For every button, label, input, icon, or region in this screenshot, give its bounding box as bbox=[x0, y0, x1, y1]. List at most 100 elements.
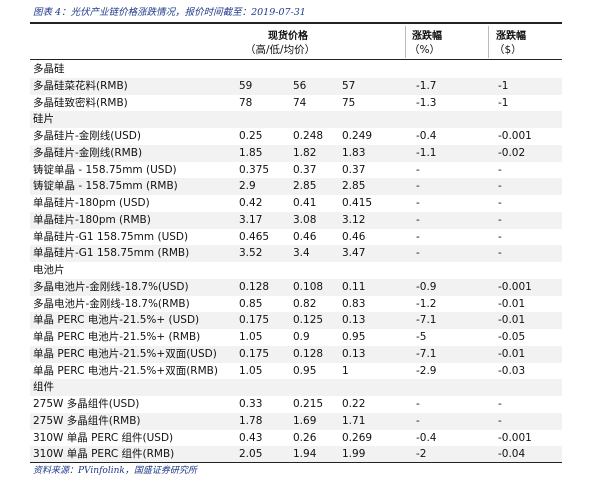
table-row: 310W 单晶 PERC 组件(USD) 0.43 0.26 0.269 -0.4 -0.… bbox=[30, 430, 562, 447]
table-row: 单晶 PERC 电池片-21.5%+ (RMB) 1.05 0.9 0.95 -5 -0.… bbox=[30, 329, 562, 346]
table-row: 单晶 PERC 电池片-21.5%+双面(RMB) 1.05 0.95 1 -2.9 -0… bbox=[30, 363, 562, 380]
section-row: 多晶硅 bbox=[30, 61, 562, 78]
change-pct-cell: -7.1 bbox=[416, 347, 437, 360]
change-pct-cell: - bbox=[416, 414, 420, 427]
low-price-cell: 0.26 bbox=[293, 431, 317, 444]
high-price-cell: 0.33 bbox=[239, 398, 263, 410]
change-pct-cell: - bbox=[416, 180, 420, 193]
change-pct-cell: - bbox=[416, 398, 420, 410]
change-pct-cell: - bbox=[416, 213, 420, 226]
avg-price-cell: 0.95 bbox=[342, 331, 366, 343]
product-name-cell: 275W 多晶组件(USD) bbox=[33, 398, 140, 410]
product-name-cell: 单晶 PERC 电池片-21.5%+ (USD) bbox=[33, 314, 200, 327]
change-pct-cell: -2 bbox=[416, 448, 427, 461]
product-name-cell: 多晶电池片-金刚线-18.7%(USD) bbox=[33, 280, 189, 293]
low-price-cell: 1.82 bbox=[293, 146, 317, 159]
header-separator bbox=[405, 26, 406, 58]
product-name-cell: 多晶硅菜花料(RMB) bbox=[33, 79, 128, 92]
low-price-cell: 0.128 bbox=[293, 347, 324, 360]
high-price-cell: 0.42 bbox=[239, 197, 263, 209]
low-price-cell: 0.125 bbox=[293, 314, 324, 327]
table-row: 单晶硅片-G1 158.75mm (RMB) 3.52 3.4 3.47 - - bbox=[30, 245, 562, 262]
low-price-cell: 0.82 bbox=[293, 297, 317, 310]
avg-price-cell: 57 bbox=[342, 79, 356, 92]
change-pct-cell: -0.4 bbox=[416, 431, 437, 444]
change-usd-cell: -1 bbox=[498, 96, 509, 109]
table-row: 多晶硅片-金刚线(RMB) 1.85 1.82 1.83 -1.1 -0.02 bbox=[30, 144, 562, 162]
high-price-cell: 0.43 bbox=[239, 431, 263, 444]
header-change-pct-unit: （%） bbox=[409, 44, 440, 56]
change-usd-cell: -0.01 bbox=[498, 314, 526, 327]
avg-price-cell: 0.37 bbox=[342, 163, 366, 176]
high-price-cell: 0.175 bbox=[239, 314, 270, 327]
table-row: 铸锭单晶 - 158.75mm (RMB) 2.9 2.85 2.85 - - bbox=[30, 178, 562, 195]
change-pct-cell: -2.9 bbox=[416, 364, 437, 377]
change-usd-cell: -0.01 bbox=[498, 347, 526, 360]
section-label: 硅片 bbox=[33, 113, 54, 126]
change-pct-cell: - bbox=[416, 163, 420, 176]
section-label: 多晶硅 bbox=[33, 63, 65, 75]
figure-caption: 图表 4：光伏产业链价格涨跌情况，报价时间截至：2019-07-31 bbox=[33, 7, 306, 18]
product-name-cell: 单晶 PERC 电池片-21.5%+双面(RMB) bbox=[33, 364, 218, 377]
change-usd-cell: - bbox=[498, 247, 502, 260]
change-pct-cell: -1.2 bbox=[416, 297, 437, 310]
change-usd-cell: -0.05 bbox=[498, 331, 526, 343]
table-row: 铸锭单晶 - 158.75mm (USD) 0.375 0.37 0.37 - - bbox=[30, 162, 562, 179]
product-name-cell: 多晶硅片-金刚线(RMB) bbox=[33, 146, 143, 159]
high-price-cell: 3.17 bbox=[239, 213, 263, 226]
high-price-cell: 2.05 bbox=[239, 448, 263, 461]
high-price-cell: 0.85 bbox=[239, 297, 263, 310]
change-pct-cell: -5 bbox=[416, 331, 427, 343]
product-name-cell: 310W 单晶 PERC 组件(RMB) bbox=[33, 448, 175, 461]
low-price-cell: 3.4 bbox=[293, 247, 310, 260]
product-name-cell: 多晶硅片-金刚线(USD) bbox=[33, 130, 141, 142]
low-price-cell: 3.08 bbox=[293, 213, 317, 226]
table-row: 275W 多晶组件(RMB) 1.78 1.69 1.71 - - bbox=[30, 412, 562, 430]
high-price-cell: 0.375 bbox=[239, 163, 270, 176]
avg-price-cell: 0.269 bbox=[342, 431, 373, 444]
table-row: 单晶硅片-G1 158.75mm (USD) 0.465 0.46 0.46 - - bbox=[30, 229, 562, 246]
change-usd-cell: -0.01 bbox=[498, 297, 526, 310]
table-row: 310W 单晶 PERC 组件(RMB) 2.05 1.94 1.99 -2 -0.04 bbox=[30, 446, 562, 463]
table-row: 单晶 PERC 电池片-21.5%+ (USD) 0.175 0.125 0.13 -7… bbox=[30, 312, 562, 329]
low-price-cell: 0.9 bbox=[293, 331, 310, 343]
low-price-cell: 0.215 bbox=[293, 398, 324, 410]
section-label: 电池片 bbox=[33, 264, 65, 276]
section-row: 组件 bbox=[30, 379, 562, 396]
avg-price-cell: 1 bbox=[342, 364, 349, 377]
change-usd-cell: - bbox=[498, 414, 502, 427]
avg-price-cell: 0.83 bbox=[342, 297, 366, 310]
change-pct-cell: - bbox=[416, 197, 420, 209]
avg-price-cell: 0.22 bbox=[342, 398, 366, 410]
avg-price-cell: 0.415 bbox=[342, 197, 373, 209]
change-usd-cell: -1 bbox=[498, 79, 509, 92]
change-usd-cell: - bbox=[498, 230, 502, 243]
change-pct-cell: -1.1 bbox=[416, 146, 437, 159]
header-change-usd: 涨跌幅 bbox=[496, 31, 526, 42]
product-name-cell: 单晶 PERC 电池片-21.5%+ (RMB) bbox=[33, 331, 201, 343]
avg-price-cell: 0.249 bbox=[342, 130, 373, 142]
table-row: 多晶硅菜花料(RMB) 59 56 57 -1.7 -1 bbox=[30, 77, 562, 95]
header-bottom-rule bbox=[30, 59, 562, 60]
product-name-cell: 单晶硅片-G1 158.75mm (RMB) bbox=[33, 247, 190, 260]
low-price-cell: 2.85 bbox=[293, 180, 317, 193]
change-pct-cell: - bbox=[416, 230, 420, 243]
product-name-cell: 275W 多晶组件(RMB) bbox=[33, 414, 141, 427]
change-usd-cell: - bbox=[498, 180, 502, 193]
low-price-cell: 0.95 bbox=[293, 364, 317, 377]
high-price-cell: 2.9 bbox=[239, 180, 256, 193]
high-price-cell: 0.25 bbox=[239, 130, 263, 142]
high-price-cell: 1.85 bbox=[239, 146, 263, 159]
header-separator bbox=[488, 26, 489, 58]
section-row: 硅片 bbox=[30, 111, 562, 128]
avg-price-cell: 75 bbox=[342, 96, 356, 109]
avg-price-cell: 0.13 bbox=[342, 314, 366, 327]
change-usd-cell: -0.001 bbox=[498, 130, 532, 142]
low-price-cell: 56 bbox=[293, 79, 307, 92]
avg-price-cell: 3.12 bbox=[342, 213, 366, 226]
table-row: 单晶硅片-180pm (RMB) 3.17 3.08 3.12 - - bbox=[30, 211, 562, 229]
change-usd-cell: -0.001 bbox=[498, 280, 532, 293]
product-name-cell: 铸锭单晶 - 158.75mm (USD) bbox=[33, 163, 177, 176]
table-row: 多晶硅致密料(RMB) 78 74 75 -1.3 -1 bbox=[30, 95, 562, 112]
avg-price-cell: 1.99 bbox=[342, 448, 366, 461]
